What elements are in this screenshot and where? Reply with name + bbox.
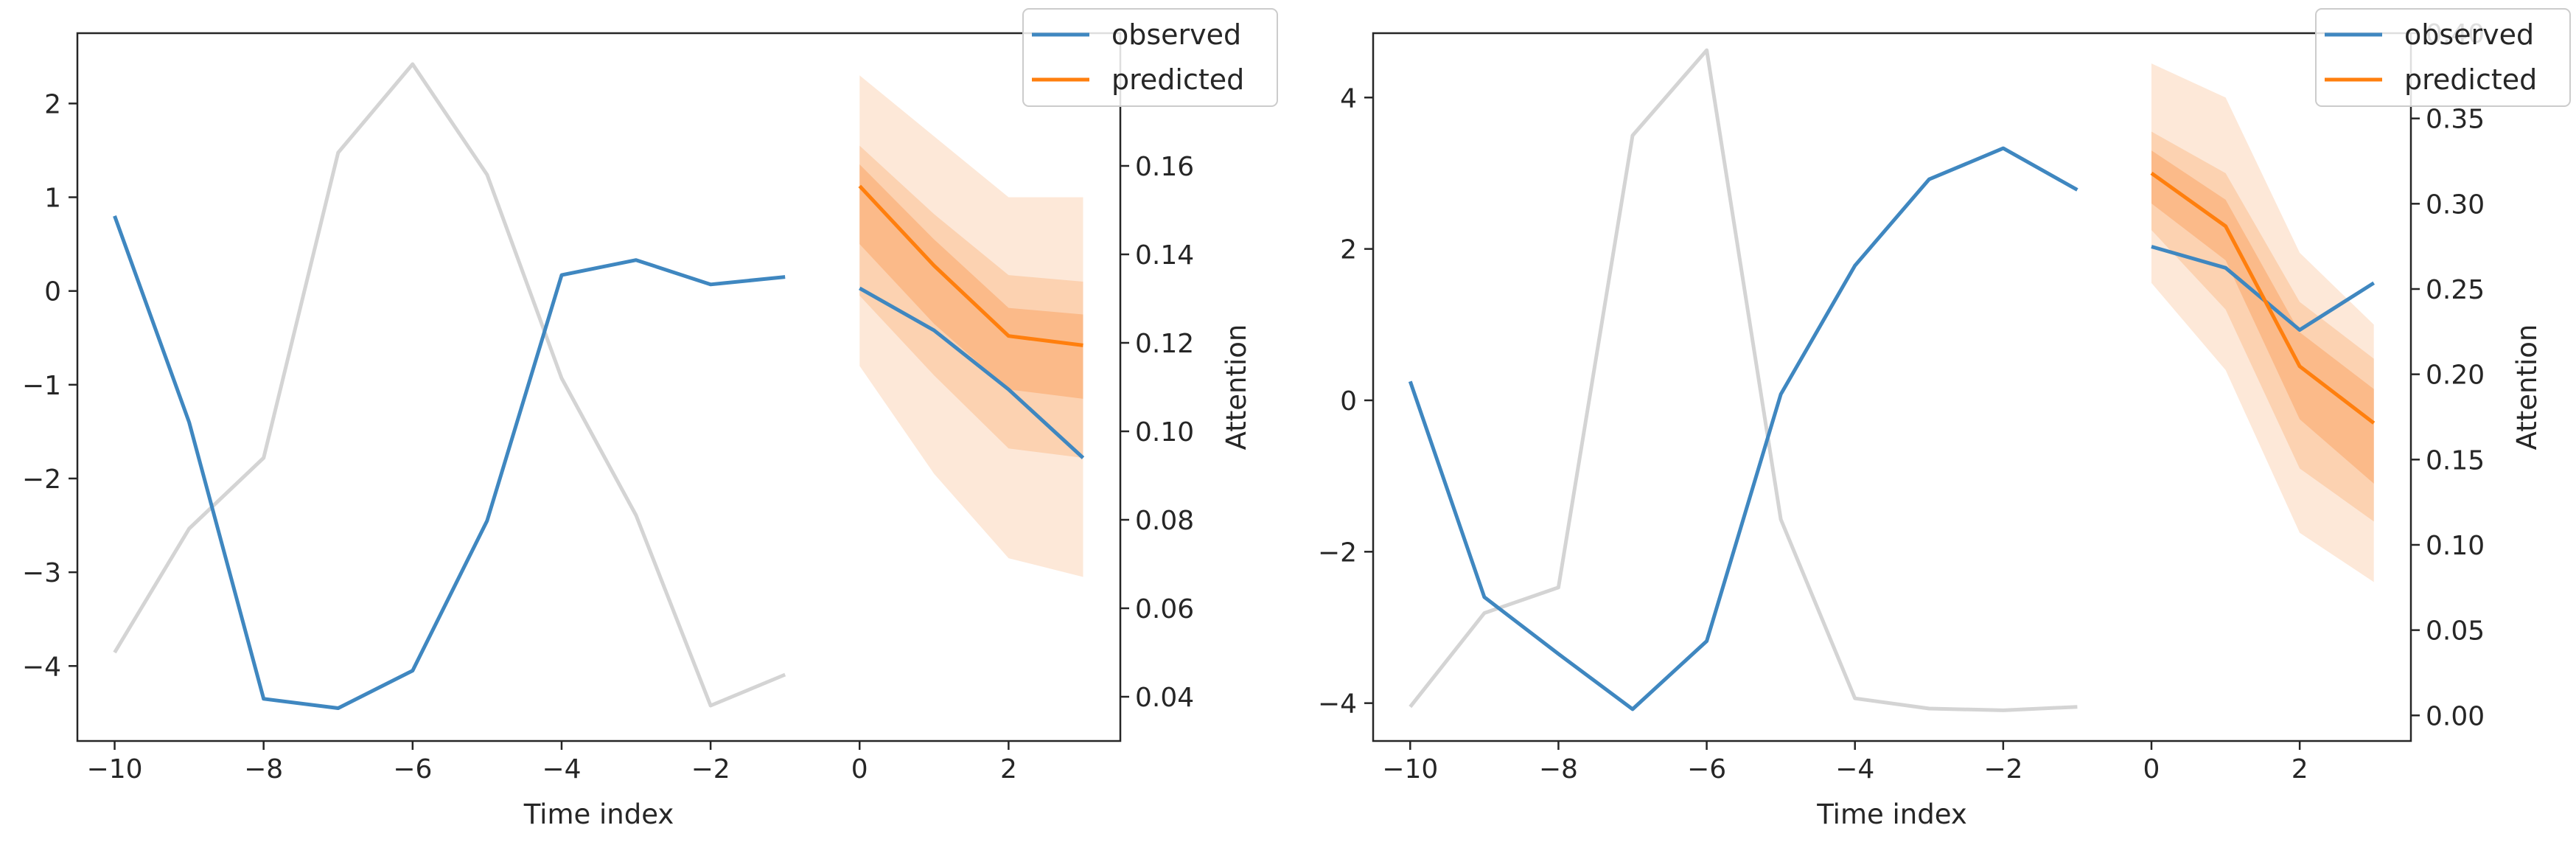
y2-tick-label: 0.15	[2426, 445, 2485, 476]
y-tick-label: −2	[22, 465, 61, 495]
x-axis-label: Time index	[1816, 798, 1967, 830]
y-tick-label: 4	[1340, 83, 1357, 114]
x-tick-label: −4	[1835, 754, 1874, 784]
attention-line	[1409, 48, 2078, 712]
y2-tick-label: 0.08	[1135, 506, 1194, 536]
x-tick-label: −4	[542, 754, 581, 784]
y-tick-label: 1	[44, 184, 61, 214]
x-tick-label: −2	[691, 754, 730, 784]
predicted-median-line	[858, 184, 1083, 347]
predicted-median-line	[2150, 171, 2376, 425]
y2-tick-label: 0.16	[1135, 152, 1194, 182]
x-tick-label: 2	[2291, 754, 2308, 784]
y2-tick-label: 0.25	[2426, 275, 2485, 305]
y-tick-label: −1	[22, 371, 61, 401]
y2-axis-label: Attention	[2511, 324, 2543, 450]
y2-tick-label: 0.12	[1135, 329, 1194, 359]
x-tick-label: −8	[244, 754, 283, 784]
y2-tick-label: 0.06	[1135, 594, 1194, 624]
legend: observed predicted	[1022, 8, 1278, 107]
prediction-band-inner	[859, 164, 1083, 399]
prediction-band-inner	[2151, 150, 2374, 484]
y-tick-label: −3	[22, 558, 61, 588]
y2-tick-label: 0.30	[2426, 189, 2485, 220]
y2-tick-label: 0.35	[2426, 105, 2485, 135]
x-tick-label: −6	[1687, 754, 1726, 784]
x-tick-label: −8	[1539, 754, 1578, 784]
x-tick-label: −2	[1983, 754, 2022, 784]
y-tick-label: −2	[1318, 537, 1357, 568]
y-tick-label: 0	[1340, 386, 1357, 417]
plot-frame	[1372, 32, 2412, 742]
y-tick-label: 2	[1340, 235, 1357, 265]
left-forecast-chart: −10 −8 −6 −4 −2 0 2 2 1 0 −1 −2 −3 −4 0.16 0.14 0.12 0.10…	[22, 8, 1278, 830]
attention-line	[113, 62, 786, 708]
plot-frame	[76, 32, 1122, 742]
x-tick-label: 0	[2143, 754, 2160, 784]
x-tick-label: 0	[851, 754, 868, 784]
right-forecast-chart: −10−8−6−4−202420−2−40.400.350.300.250.20…	[1318, 8, 2571, 830]
y-tick-label: 0	[44, 277, 61, 307]
y2-tick-label: 0.10	[2426, 531, 2485, 561]
y-tick-label: 2	[44, 89, 61, 119]
observed-past-line	[1408, 146, 2078, 711]
y2-tick-label: 0.14	[1135, 240, 1194, 271]
x-tick-label: −6	[393, 754, 432, 784]
x-tick-label: 2	[1000, 754, 1017, 784]
y2-tick-label: 0.00	[2426, 701, 2485, 731]
y2-tick-label: 0.04	[1135, 683, 1194, 713]
legend-predicted-label: predicted	[1111, 63, 1244, 96]
y2-axis-label: Attention	[1221, 324, 1252, 450]
observed-past-line	[113, 215, 786, 710]
y2-tick-label: 0.20	[2426, 361, 2485, 391]
legend: observed predicted	[2315, 8, 2571, 107]
x-axis-label: Time index	[523, 798, 674, 830]
legend-observed-label: observed	[2404, 18, 2534, 51]
legend-predicted-label: predicted	[2404, 63, 2537, 96]
x-tick-label: −10	[87, 754, 143, 784]
y-tick-label: −4	[22, 652, 61, 682]
y2-tick-label: 0.05	[2426, 616, 2485, 647]
x-tick-label: −10	[1382, 754, 1438, 784]
y2-tick-label: 0.10	[1135, 417, 1194, 448]
observed-future-line	[859, 286, 1085, 459]
y-tick-label: −4	[1318, 689, 1357, 720]
legend-observed-label: observed	[1111, 18, 1241, 51]
